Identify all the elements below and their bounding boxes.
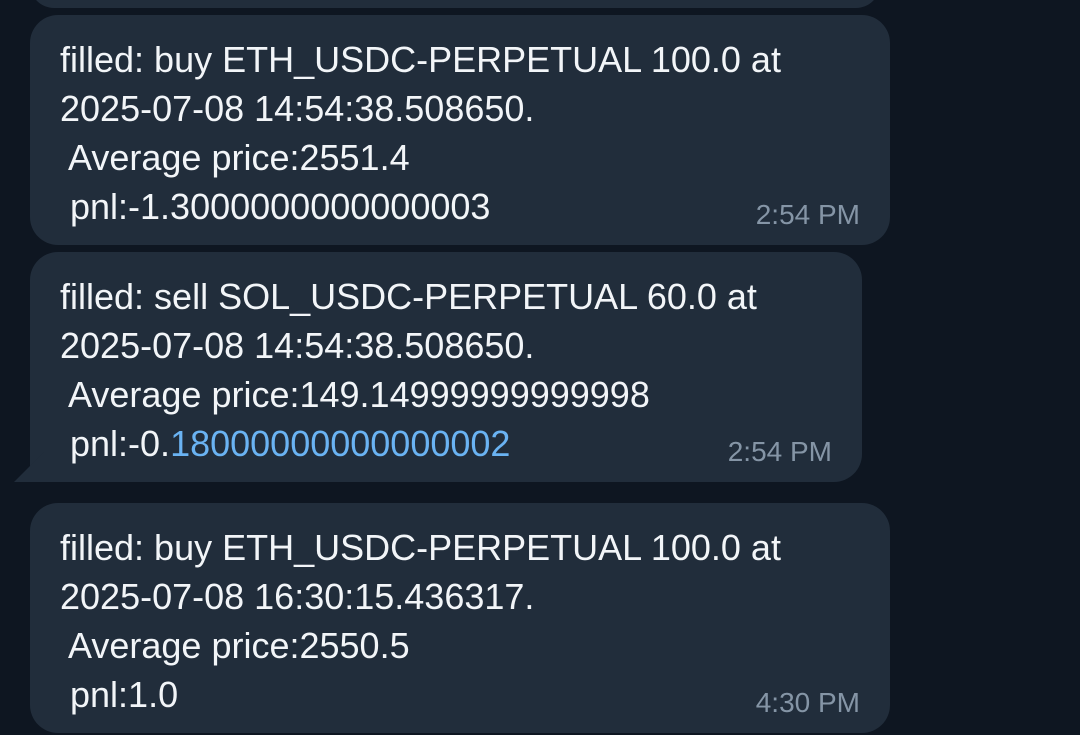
message-bubble[interactable]: filled: buy ETH_USDC-PERPETUAL 100.0 at 2… bbox=[30, 15, 890, 245]
previous-message-bubble bbox=[30, 0, 880, 8]
pnl-link[interactable]: 18000000000000002 bbox=[170, 423, 511, 464]
message-line: 2025-07-08 14:54:38.508650. bbox=[60, 325, 535, 366]
pnl-line: pnl:-1.3000000000000003 bbox=[60, 182, 890, 231]
pnl-text: pnl:-0. bbox=[60, 423, 171, 464]
message-line: Average price:2550.5 bbox=[60, 625, 410, 666]
pnl-line: pnl:1.0 bbox=[60, 670, 890, 719]
message-time: 2:54 PM bbox=[755, 199, 860, 230]
message-line: Average price:149.14999999999998 bbox=[60, 374, 650, 415]
message-line: filled: buy ETH_USDC-PERPETUAL 100.0 at bbox=[60, 39, 781, 80]
message-line: 2025-07-08 14:54:38.508650. bbox=[60, 88, 535, 129]
message-line: Average price:2551.4 bbox=[60, 137, 410, 178]
message-bubble[interactable]: filled: buy ETH_USDC-PERPETUAL 100.0 at 2… bbox=[30, 503, 890, 733]
message-line: filled: sell SOL_USDC-PERPETUAL 60.0 at bbox=[60, 276, 757, 317]
message-bubble[interactable]: filled: sell SOL_USDC-PERPETUAL 60.0 at 2… bbox=[14, 252, 862, 482]
pnl-text: pnl:1.0 bbox=[60, 674, 179, 715]
message-line: filled: buy ETH_USDC-PERPETUAL 100.0 at bbox=[60, 527, 781, 568]
message-time: 2:54 PM bbox=[727, 436, 832, 467]
message-line: 2025-07-08 16:30:15.436317. bbox=[60, 576, 535, 617]
message-time: 4:30 PM bbox=[755, 687, 860, 718]
bubble-tail bbox=[14, 452, 44, 482]
pnl-text: pnl:-1.3000000000000003 bbox=[60, 186, 491, 227]
pnl-line: pnl:-0.18000000000000002 bbox=[60, 419, 862, 468]
